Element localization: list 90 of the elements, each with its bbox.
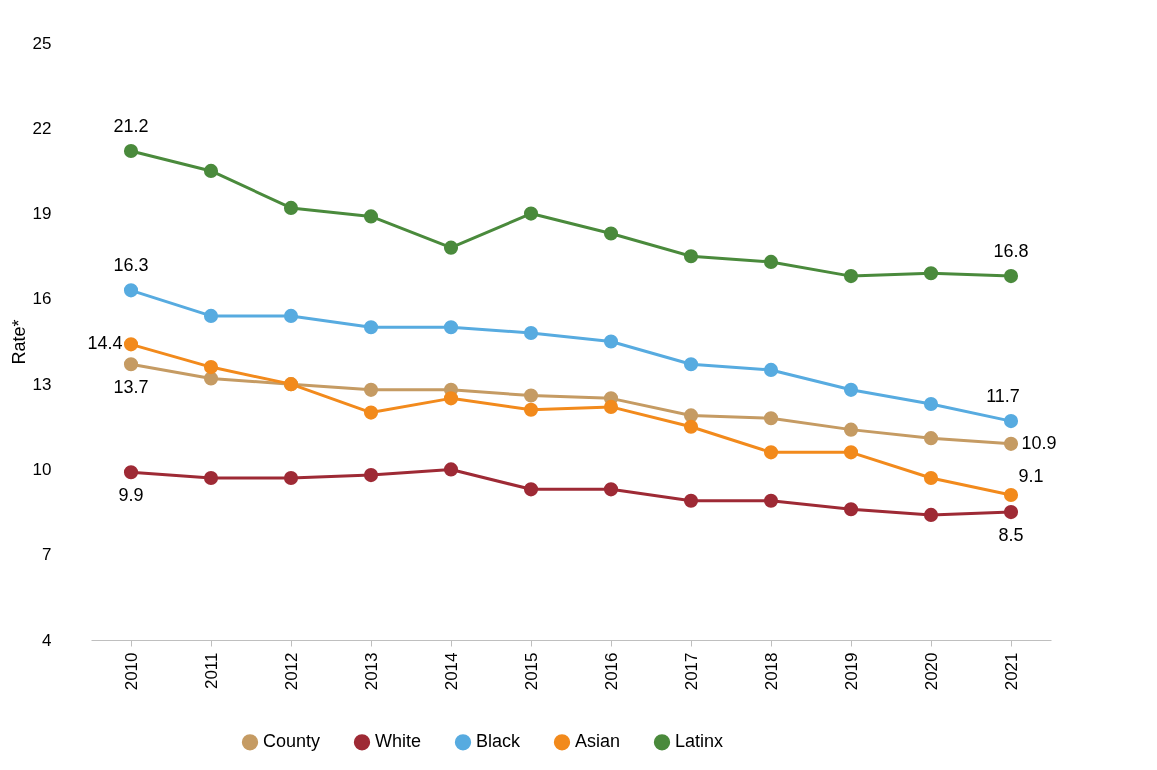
point [763, 362, 779, 377]
point [523, 388, 539, 403]
point [603, 399, 619, 414]
legend-label: Latinx [675, 731, 724, 752]
y-tick-label: 4 [42, 630, 52, 650]
x-tick-label: 2018 [761, 652, 781, 691]
point [523, 482, 539, 497]
x-tick-label: 2014 [441, 652, 461, 691]
point [363, 405, 379, 420]
data-label: 9.1 [1018, 466, 1044, 487]
legend-label: County [263, 731, 321, 752]
point [523, 402, 539, 417]
point [923, 396, 939, 412]
x-tick-label: 2015 [521, 652, 541, 691]
point [683, 419, 699, 434]
point [763, 411, 779, 426]
point [1003, 487, 1019, 503]
y-tick-label: 10 [32, 459, 52, 479]
y-axis-title: Rate* [8, 319, 29, 365]
x-tick-label: 2013 [361, 652, 381, 691]
point [923, 431, 939, 446]
point [443, 240, 459, 255]
point [363, 209, 379, 224]
point [1003, 436, 1019, 451]
point [923, 470, 939, 486]
point [523, 325, 539, 341]
x-tick-label: 2016 [601, 652, 621, 691]
y-tick-label: 25 [32, 33, 52, 53]
y-tick-label: 19 [32, 204, 52, 224]
y-tick-label: 13 [32, 374, 52, 394]
point [603, 334, 619, 349]
point [683, 493, 699, 508]
point [123, 357, 139, 372]
point [123, 143, 139, 159]
point [683, 249, 699, 264]
legend-label: Asian [575, 731, 621, 752]
point [843, 422, 859, 437]
point [203, 360, 219, 375]
data-label: 8.5 [998, 525, 1024, 546]
point [843, 269, 859, 284]
point [443, 391, 459, 406]
point [123, 283, 139, 298]
legend-label: White [375, 731, 422, 752]
point [843, 382, 859, 397]
point [763, 493, 779, 508]
point [363, 468, 379, 483]
point [443, 462, 459, 477]
point [363, 382, 379, 397]
point [1003, 269, 1019, 284]
x-tick-label: 2021 [1001, 652, 1021, 691]
point [123, 465, 139, 480]
point [203, 163, 219, 178]
y-tick-label: 7 [42, 545, 52, 565]
point [763, 254, 779, 269]
point [363, 320, 379, 335]
point [123, 337, 139, 352]
y-tick-label: 22 [32, 118, 52, 138]
point [523, 206, 539, 221]
data-label: 13.7 [113, 377, 149, 398]
point [1003, 505, 1019, 520]
point [603, 226, 619, 241]
point [923, 266, 939, 281]
point [683, 357, 699, 372]
point [283, 200, 299, 215]
data-label: 16.3 [113, 255, 149, 276]
x-tick-label: 2019 [841, 652, 861, 691]
point [283, 308, 299, 323]
x-tick-label: 2011 [201, 652, 221, 690]
x-tick-label: 2010 [121, 652, 141, 691]
point [443, 320, 459, 335]
x-tick-label: 2017 [681, 652, 701, 691]
data-label: 9.9 [118, 485, 144, 506]
point [603, 482, 619, 497]
data-label: 10.9 [1021, 432, 1057, 453]
point [923, 507, 939, 522]
point [843, 445, 859, 460]
point [283, 470, 299, 486]
point [843, 502, 859, 517]
point [203, 308, 219, 323]
data-label: 11.7 [986, 386, 1020, 407]
y-tick-label: 16 [32, 289, 52, 309]
x-tick-label: 2020 [921, 652, 941, 691]
x-tick-label: 2012 [281, 652, 301, 691]
point [203, 470, 219, 486]
point [1003, 414, 1019, 429]
data-label: 16.8 [993, 241, 1029, 262]
data-label: 14.4 [87, 333, 123, 354]
data-label: 21.2 [113, 116, 149, 137]
legend-label: Black [476, 731, 522, 752]
point [763, 445, 779, 460]
